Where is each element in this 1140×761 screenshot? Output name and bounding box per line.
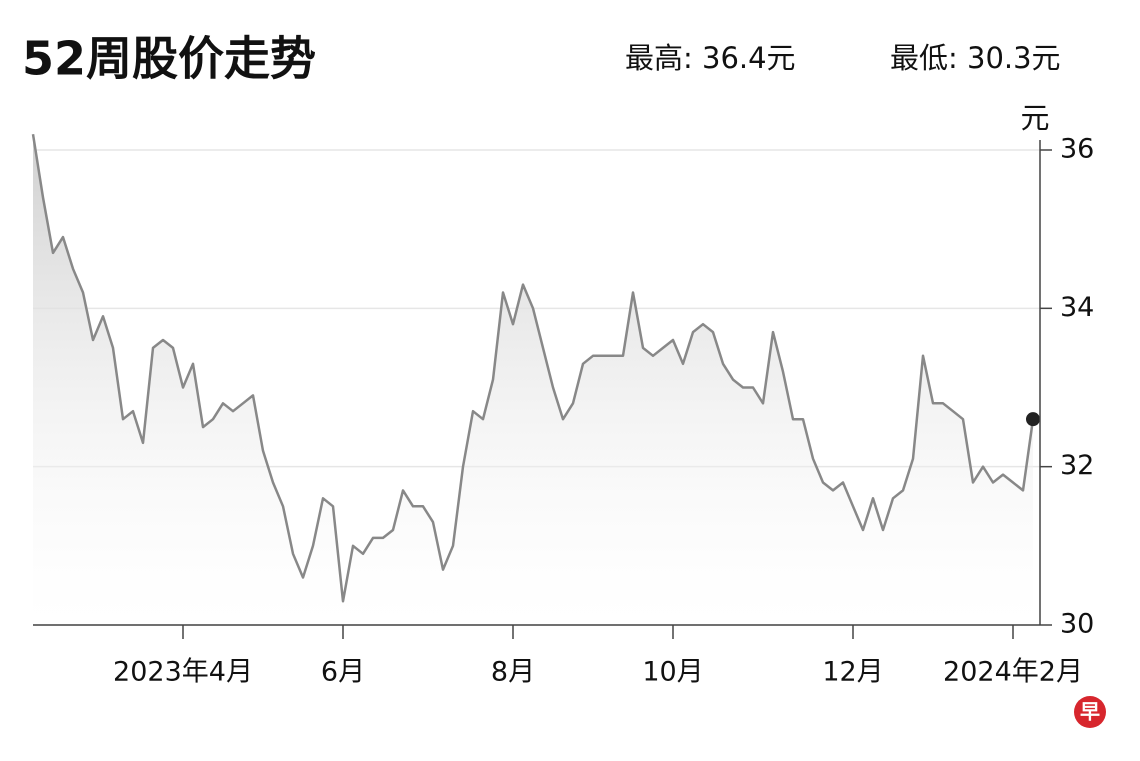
x-tick-label: 12月 [822, 657, 883, 688]
annotation: 最高: 36.4元 [625, 41, 796, 75]
y-tick-label: 36 [1060, 134, 1094, 165]
logo: 早 [1080, 700, 1100, 724]
y-tick-label: 34 [1060, 292, 1094, 323]
chart-title: 52周股价走势 [22, 32, 316, 86]
y-tick-label: 32 [1060, 450, 1094, 481]
y-tick-label: 30 [1060, 609, 1094, 640]
y-axis-label: 元 [1020, 101, 1049, 135]
x-tick-label: 8月 [491, 657, 535, 688]
end-point [1026, 412, 1040, 427]
logo-badge [1074, 696, 1106, 728]
x-tick-label: 10月 [642, 657, 703, 688]
x-tick-label: 2023年4月 [113, 657, 253, 688]
annotation: 最低: 30.3元 [890, 41, 1061, 75]
line [31, 134, 1035, 603]
area [33, 134, 1033, 625]
x-tick-label: 2024年2月 [943, 657, 1083, 688]
x-tick-label: 6月 [321, 657, 365, 688]
